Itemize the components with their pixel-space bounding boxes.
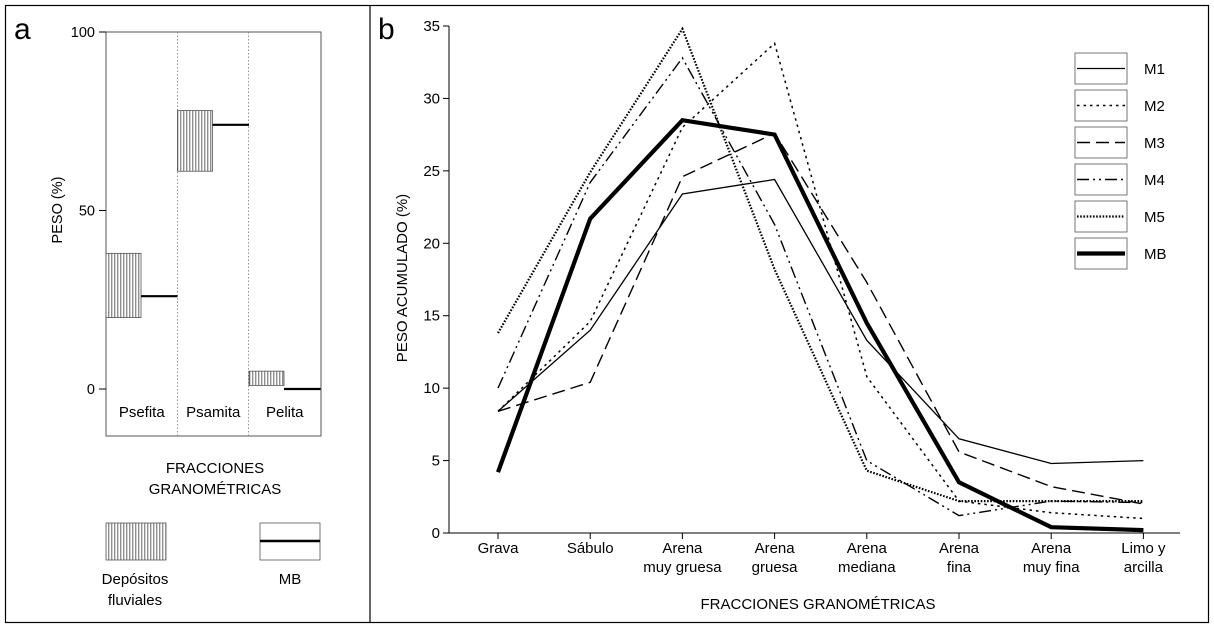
panel-b-y-tick-label: 0: [432, 525, 440, 542]
series-line-m5: [497, 26, 1144, 503]
legend-label-m3: M3: [1144, 135, 1165, 152]
legend-label-m5: M5: [1144, 209, 1165, 226]
panel-a-plot-frame: [105, 31, 322, 437]
panel-b-x-tick-label: mediana: [838, 559, 896, 576]
legend-label-m1: M1: [1144, 61, 1165, 78]
legend-swatch-fluvial: [105, 522, 167, 561]
series-line-m4: [497, 56, 1144, 517]
range-bar-pelita: [248, 370, 285, 386]
panel-b-x-ticks: Grava Sábulo Arena muy gruesa Arena gruesa Are…: [478, 533, 1166, 576]
series-line-m2: [497, 42, 1144, 520]
panel-b-x-tick-label: Arena: [755, 540, 796, 557]
series-line-mb: [496, 117, 1144, 533]
panel-b-y-tick-label: 15: [423, 308, 440, 325]
panel-b-x-tick-label: Grava: [478, 540, 520, 557]
panel-b-y-axis-label: PESO ACUMULADO (%): [394, 194, 411, 362]
legend-label-mb: MB: [1144, 246, 1167, 263]
panel-b-series-lines: [496, 26, 1144, 533]
panel-a-y-tick-label: 100: [71, 25, 95, 41]
panel-b-x-tick-label: Arena: [939, 540, 980, 557]
legend-label-mb: MB: [279, 571, 302, 588]
panel-b-y-tick-label: 35: [423, 18, 440, 35]
panel-a-category-pelita: Pelita: [266, 404, 304, 421]
panel-a-category-psamita: Psamita: [186, 404, 241, 421]
panel-b-y-ticks: 0 5 10 15 20 25 30 35: [423, 18, 449, 542]
panel-b-legend: M1 M2 M3 M4 M5 MB: [1074, 52, 1167, 270]
panel-b-x-tick-label: Arena: [662, 540, 703, 557]
panel-b-x-tick-label: fina: [947, 559, 972, 576]
panel-a-x-categories: Psefita Psamita Pelita: [119, 404, 304, 421]
legend-box-m2: [1074, 89, 1128, 122]
panel-b: b 0 5 10 15 20 25 30 35 Grava Sábulo Arena muy gru…: [378, 13, 1180, 613]
series-line-m3: [497, 132, 1144, 505]
panel-a-letter: a: [14, 13, 31, 46]
panel-a-x-axis-label-line2: GRANOMÉTRICAS: [149, 481, 282, 498]
legend-label-fluvial-line2: fluviales: [108, 592, 162, 609]
panel-b-x-tick-label: arcilla: [1124, 559, 1164, 576]
legend-label-m4: M4: [1144, 172, 1165, 189]
panel-b-x-tick-label: Limo y: [1121, 540, 1166, 557]
panel-b-x-tick-label: muy fina: [1023, 559, 1080, 576]
panel-b-y-tick-label: 30: [423, 90, 440, 107]
panel-a-y-axis-label: PESO (%): [50, 177, 66, 244]
legend-label-fluvial-line1: Depósitos: [102, 571, 169, 588]
panel-b-letter: b: [378, 13, 395, 46]
panel-b-y-tick-label: 20: [423, 235, 440, 252]
legend-label-m2: M2: [1144, 98, 1165, 115]
range-bar-psamita: [177, 110, 213, 172]
panel-b-x-tick-label: Arena: [1031, 540, 1072, 557]
panel-b-x-axis-label: FRACCIONES GRANOMÉTRICAS: [700, 596, 935, 613]
figure-frame: [4, 4, 1210, 624]
panel-b-y-tick-label: 25: [423, 163, 440, 180]
panel-a-y-tick-label: 50: [79, 204, 95, 220]
panel-b-x-tick-label: muy gruesa: [643, 559, 722, 576]
series-line-m1: [497, 178, 1144, 465]
range-bar-psefita: [105, 252, 142, 318]
panel-a-y-tick-label: 0: [87, 382, 95, 398]
panel-a-y-ticks: 0 50 100: [71, 25, 106, 398]
panel-a-category-psefita: Psefita: [119, 404, 166, 421]
panel-b-y-tick-label: 5: [432, 453, 440, 470]
panel-a: a 0 50 100 Psefita Psamita Pelita PESO (%) F…: [14, 13, 322, 609]
panel-b-x-tick-label: Sábulo: [567, 540, 614, 557]
panel-a-x-axis-label-line1: FRACCIONES: [166, 460, 264, 477]
panel-b-y-tick-label: 10: [423, 380, 440, 397]
panel-b-x-tick-label: gruesa: [752, 559, 799, 576]
panel-b-x-tick-label: Arena: [847, 540, 888, 557]
panel-a-bars: [105, 110, 321, 391]
